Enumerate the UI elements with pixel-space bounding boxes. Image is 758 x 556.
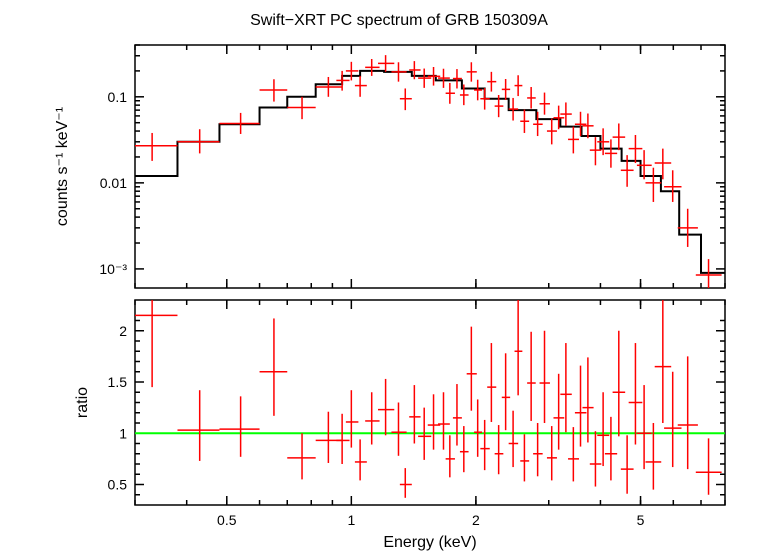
- svg-text:10⁻³: 10⁻³: [99, 261, 127, 277]
- y-axis-label-bottom: ratio: [74, 387, 91, 418]
- x-axis-label: Energy (keV): [383, 534, 476, 551]
- svg-text:0.1: 0.1: [108, 89, 128, 105]
- svg-text:0.5: 0.5: [217, 512, 237, 528]
- svg-text:1: 1: [119, 425, 127, 441]
- svg-text:0.5: 0.5: [108, 477, 128, 493]
- svg-text:2: 2: [472, 512, 480, 528]
- svg-text:0.01: 0.01: [100, 175, 127, 191]
- chart-title: Swift−XRT PC spectrum of GRB 150309A: [250, 12, 548, 29]
- svg-text:2: 2: [119, 323, 127, 339]
- svg-text:1.5: 1.5: [108, 374, 128, 390]
- y-axis-label-top: counts s⁻¹ keV⁻¹: [54, 107, 71, 226]
- spectrum-chart: Swift−XRT PC spectrum of GRB 150309A 10⁻³…: [0, 0, 758, 556]
- chart-svg: Swift−XRT PC spectrum of GRB 150309A 10⁻³…: [0, 0, 758, 556]
- svg-text:1: 1: [347, 512, 355, 528]
- svg-text:5: 5: [637, 512, 645, 528]
